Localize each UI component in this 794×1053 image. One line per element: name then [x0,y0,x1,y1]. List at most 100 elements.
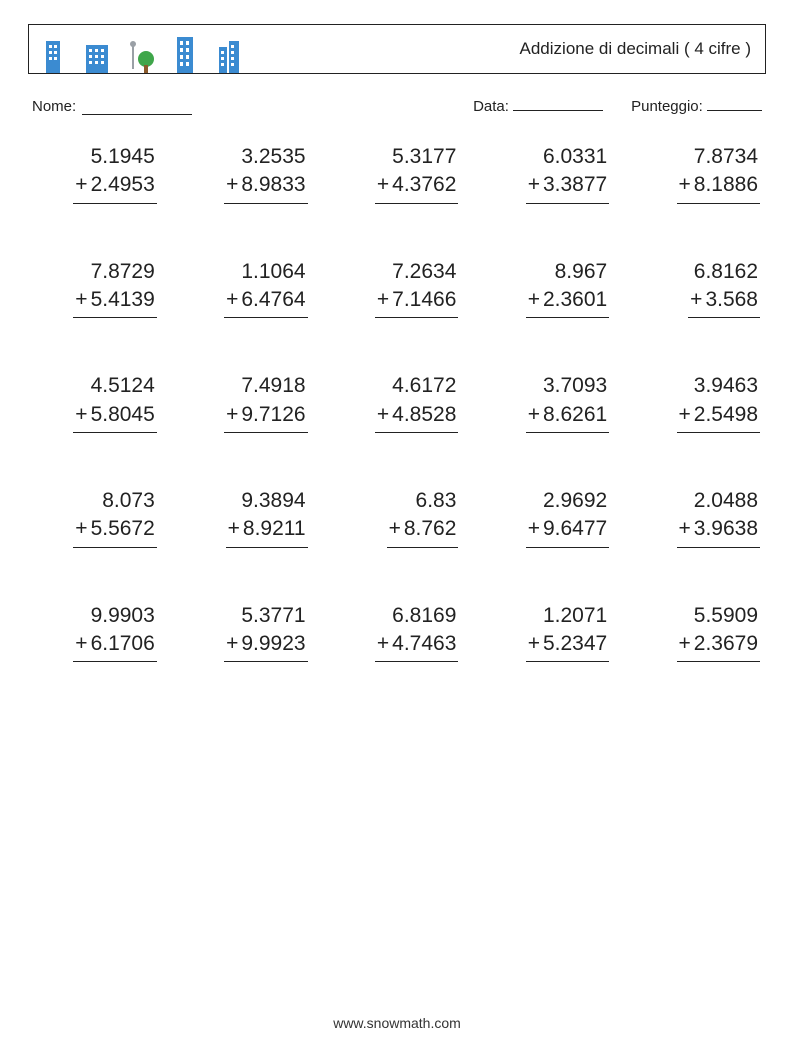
addend-bottom: +5.4139 [73,286,157,318]
addition-problem: 7.4918+9.7126 [185,372,308,433]
addend-top: 2.0488 [694,487,760,515]
addend-bottom-value: 8.9833 [241,171,305,199]
worksheet-title: Addizione di decimali ( 4 cifre ) [520,39,751,59]
plus-operator: + [528,401,540,429]
date-blank[interactable] [513,96,603,111]
addend-bottom: +8.9211 [226,515,308,547]
addend-bottom-value: 2.5498 [694,401,758,429]
plus-operator: + [75,286,87,314]
plus-operator: + [75,401,87,429]
plus-operator: + [75,630,87,658]
addend-bottom: +5.8045 [73,401,157,433]
addition-problem: 1.2071+5.2347 [486,602,609,663]
addend-bottom-value: 6.4764 [241,286,305,314]
addend-top: 9.9903 [91,602,157,630]
building-icon [81,33,113,73]
addition-problem: 4.6172+4.8528 [336,372,459,433]
addend-top: 7.2634 [392,258,458,286]
addend-bottom: +5.2347 [526,630,610,662]
addend-bottom: +3.9638 [677,515,761,547]
addition-problem: 9.3894+8.9211 [185,487,308,548]
date-label: Data: [473,98,509,115]
addend-top: 9.3894 [241,487,307,515]
addition-problem: 6.8162+3.568 [637,258,760,319]
addend-bottom-value: 9.6477 [543,515,607,543]
addend-top: 5.5909 [694,602,760,630]
addend-bottom: +2.3601 [526,286,610,318]
addend-bottom-value: 9.9923 [241,630,305,658]
plus-operator: + [690,286,702,314]
addition-problem: 2.9692+9.6477 [486,487,609,548]
plus-operator: + [377,401,389,429]
addend-bottom-value: 3.568 [705,286,758,314]
addition-problem: 5.3177+4.3762 [336,143,459,204]
addend-bottom-value: 9.7126 [241,401,305,429]
plus-operator: + [226,630,238,658]
addition-problem: 9.9903+6.1706 [34,602,157,663]
tree-lamp-icon [125,33,157,73]
addend-bottom: +8.762 [387,515,459,547]
score-blank[interactable] [707,96,762,111]
addition-problem: 6.0331+3.3877 [486,143,609,204]
addend-bottom-value: 3.9638 [694,515,758,543]
addition-problem: 2.0488+3.9638 [637,487,760,548]
plus-operator: + [528,286,540,314]
worksheet-page: Addizione di decimali ( 4 cifre ) Nome: … [0,0,794,1053]
plus-operator: + [528,171,540,199]
plus-operator: + [228,515,240,543]
addend-bottom: +8.6261 [526,401,610,433]
plus-operator: + [679,515,691,543]
addition-problem: 3.2535+8.9833 [185,143,308,204]
addend-bottom: +6.4764 [224,286,308,318]
addend-bottom-value: 7.1466 [392,286,456,314]
plus-operator: + [226,171,238,199]
addend-bottom: +2.4953 [73,171,157,203]
addend-top: 7.8729 [91,258,157,286]
plus-operator: + [377,630,389,658]
name-label: Nome: [32,98,76,115]
building-icon [169,33,201,73]
addend-bottom-value: 2.3679 [694,630,758,658]
addend-bottom-value: 5.8045 [91,401,155,429]
addend-bottom: +4.7463 [375,630,459,662]
addend-top: 3.7093 [543,372,609,400]
footer-url: www.snowmath.com [0,1015,794,1031]
addend-bottom-value: 5.2347 [543,630,607,658]
addition-problem: 3.7093+8.6261 [486,372,609,433]
addend-bottom-value: 4.8528 [392,401,456,429]
addend-top: 1.1064 [241,258,307,286]
plus-operator: + [75,171,87,199]
addend-bottom: +2.5498 [677,401,761,433]
addition-problem: 6.8169+4.7463 [336,602,459,663]
plus-operator: + [75,515,87,543]
plus-operator: + [226,286,238,314]
addend-bottom: +8.1886 [677,171,761,203]
plus-operator: + [389,515,401,543]
addend-bottom: +9.9923 [224,630,308,662]
addend-bottom-value: 4.3762 [392,171,456,199]
meta-row: Nome: Data: Punteggio: [32,96,762,115]
name-blank[interactable] [82,100,192,115]
addition-problem: 8.073+5.5672 [34,487,157,548]
addend-bottom-value: 2.3601 [543,286,607,314]
addend-bottom: +4.3762 [375,171,459,203]
addend-bottom-value: 5.4139 [91,286,155,314]
addition-problem: 6.83+8.762 [336,487,459,548]
addend-bottom: +2.3679 [677,630,761,662]
addend-top: 6.8169 [392,602,458,630]
addend-top: 6.0331 [543,143,609,171]
addend-top: 5.1945 [91,143,157,171]
addition-problem: 5.1945+2.4953 [34,143,157,204]
addition-problem: 3.9463+2.5498 [637,372,760,433]
plus-operator: + [377,171,389,199]
addend-top: 5.3771 [241,602,307,630]
addend-bottom: +9.6477 [526,515,610,547]
plus-operator: + [528,515,540,543]
addend-bottom-value: 8.1886 [694,171,758,199]
addend-bottom: +7.1466 [375,286,459,318]
plus-operator: + [679,401,691,429]
addend-bottom: +6.1706 [73,630,157,662]
addition-problem: 5.5909+2.3679 [637,602,760,663]
score-label: Punteggio: [631,98,703,115]
addend-bottom-value: 8.6261 [543,401,607,429]
